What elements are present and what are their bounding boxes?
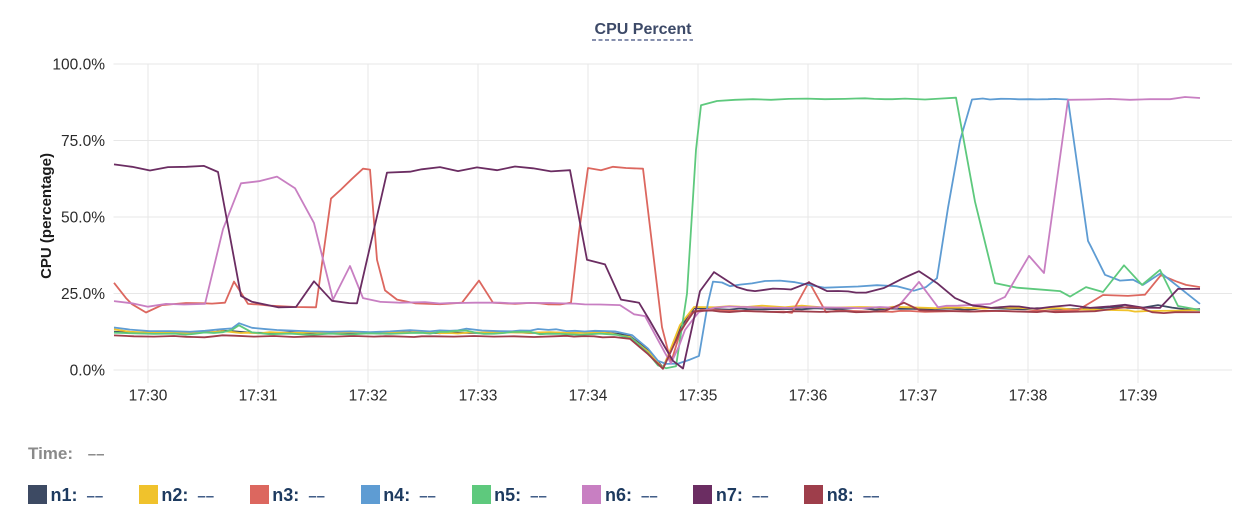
svg-text:100.0%: 100.0% xyxy=(52,56,105,73)
svg-text:17:35: 17:35 xyxy=(679,388,718,405)
svg-text:17:31: 17:31 xyxy=(239,388,278,405)
svg-text:75.0%: 75.0% xyxy=(61,133,105,150)
svg-text:17:37: 17:37 xyxy=(899,388,938,405)
svg-text:17:32: 17:32 xyxy=(349,388,388,405)
svg-text:17:34: 17:34 xyxy=(569,388,608,405)
svg-text:50.0%: 50.0% xyxy=(61,209,105,226)
svg-text:0.0%: 0.0% xyxy=(70,362,106,379)
svg-text:25.0%: 25.0% xyxy=(61,286,105,303)
svg-text:17:33: 17:33 xyxy=(459,388,498,405)
svg-text:CPU (percentage): CPU (percentage) xyxy=(38,153,55,279)
svg-text:17:30: 17:30 xyxy=(129,388,168,405)
svg-text:17:39: 17:39 xyxy=(1119,388,1158,405)
svg-text:17:36: 17:36 xyxy=(789,388,828,405)
svg-text:17:38: 17:38 xyxy=(1009,388,1048,405)
